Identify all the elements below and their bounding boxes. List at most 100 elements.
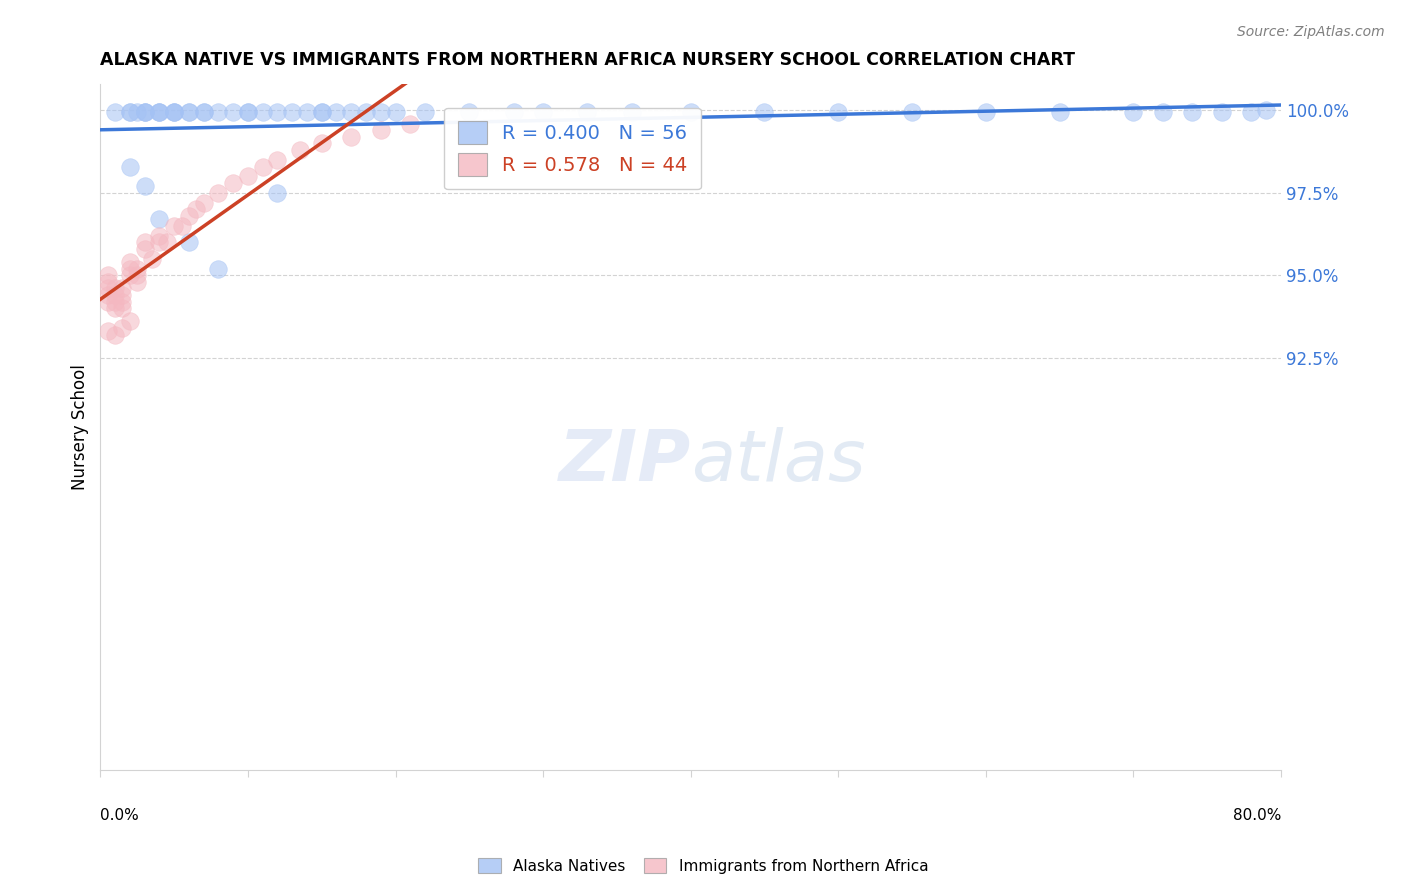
Point [163, 105, 186, 120]
Point [354, 105, 377, 120]
Point [177, 235, 200, 250]
Point [111, 294, 134, 309]
Point [104, 105, 127, 120]
Point [148, 235, 170, 250]
Point [901, 105, 924, 120]
Point [222, 176, 245, 190]
Text: Source: ZipAtlas.com: Source: ZipAtlas.com [1237, 25, 1385, 39]
Point [207, 261, 229, 276]
Point [104, 294, 127, 309]
Point [193, 105, 215, 120]
Point [118, 268, 141, 283]
Point [111, 288, 134, 302]
Point [311, 136, 333, 151]
Point [118, 255, 141, 269]
Point [311, 105, 333, 120]
Point [207, 105, 229, 120]
Point [340, 129, 363, 144]
Point [134, 105, 156, 120]
Point [127, 275, 149, 289]
Point [111, 281, 134, 295]
Point [141, 252, 163, 266]
Point [148, 105, 170, 120]
Text: atlas: atlas [690, 426, 865, 496]
Point [974, 105, 997, 120]
Point [325, 105, 347, 120]
Point [97, 281, 120, 295]
Point [1256, 103, 1278, 118]
Point [134, 235, 156, 250]
Point [177, 105, 200, 120]
Point [502, 105, 524, 120]
Point [118, 261, 141, 276]
Text: 0.0%: 0.0% [100, 808, 139, 823]
Point [266, 105, 288, 120]
Point [134, 242, 156, 256]
Point [148, 105, 170, 120]
Text: ZIP: ZIP [558, 426, 690, 496]
Point [1240, 105, 1263, 120]
Point [236, 169, 259, 184]
Point [104, 288, 127, 302]
Point [340, 105, 363, 120]
Point [118, 105, 141, 120]
Point [134, 105, 156, 120]
Point [413, 105, 436, 120]
Point [193, 195, 215, 210]
Point [127, 105, 149, 120]
Y-axis label: Nursery School: Nursery School [72, 364, 89, 490]
Point [1181, 105, 1204, 120]
Point [266, 186, 288, 200]
Point [111, 301, 134, 316]
Point [281, 105, 304, 120]
Point [156, 235, 179, 250]
Point [118, 160, 141, 174]
Point [754, 105, 776, 120]
Point [97, 324, 120, 338]
Legend: Alaska Natives, Immigrants from Northern Africa: Alaska Natives, Immigrants from Northern… [471, 852, 935, 880]
Point [620, 105, 643, 120]
Point [193, 105, 215, 120]
Point [576, 105, 599, 120]
Point [679, 105, 702, 120]
Point [97, 268, 120, 283]
Point [127, 261, 149, 276]
Point [148, 212, 170, 227]
Point [104, 281, 127, 295]
Point [222, 105, 245, 120]
Point [288, 143, 311, 157]
Point [311, 105, 333, 120]
Text: 80.0%: 80.0% [1233, 808, 1281, 823]
Point [97, 294, 120, 309]
Point [104, 301, 127, 316]
Point [127, 268, 149, 283]
Point [252, 105, 274, 120]
Point [118, 105, 141, 120]
Point [134, 179, 156, 194]
Point [134, 105, 156, 120]
Point [97, 288, 120, 302]
Point [104, 327, 127, 342]
Point [370, 105, 392, 120]
Point [177, 105, 200, 120]
Point [118, 314, 141, 328]
Point [236, 105, 259, 120]
Point [170, 219, 193, 233]
Point [458, 105, 481, 120]
Point [186, 202, 208, 217]
Point [399, 117, 422, 131]
Point [163, 105, 186, 120]
Point [163, 219, 186, 233]
Point [370, 123, 392, 137]
Point [148, 228, 170, 243]
Legend: R = 0.400   N = 56, R = 0.578   N = 44: R = 0.400 N = 56, R = 0.578 N = 44 [444, 108, 702, 189]
Point [384, 105, 406, 120]
Point [111, 321, 134, 335]
Point [1122, 105, 1144, 120]
Point [266, 153, 288, 167]
Point [207, 186, 229, 200]
Point [827, 105, 849, 120]
Point [97, 275, 120, 289]
Point [148, 105, 170, 120]
Point [252, 160, 274, 174]
